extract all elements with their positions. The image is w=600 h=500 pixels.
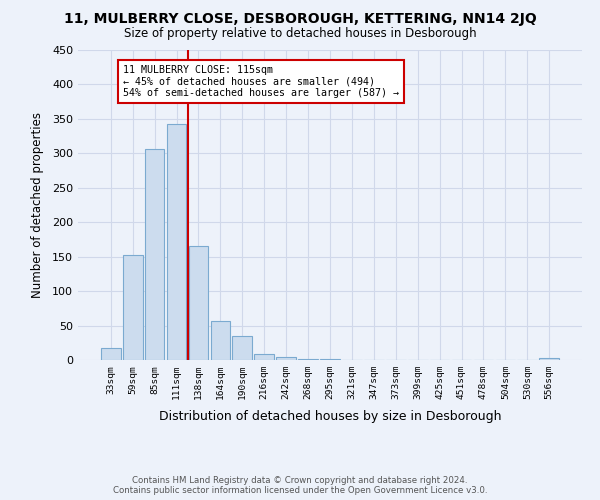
Text: 11 MULBERRY CLOSE: 115sqm
← 45% of detached houses are smaller (494)
54% of semi: 11 MULBERRY CLOSE: 115sqm ← 45% of detac…: [123, 65, 399, 98]
Bar: [298, 358, 318, 360]
Bar: [167, 124, 187, 360]
Bar: [254, 354, 274, 360]
Bar: [188, 246, 208, 360]
Bar: [276, 357, 296, 360]
Text: 11, MULBERRY CLOSE, DESBOROUGH, KETTERING, NN14 2JQ: 11, MULBERRY CLOSE, DESBOROUGH, KETTERIN…: [64, 12, 536, 26]
Bar: [539, 358, 559, 360]
Bar: [101, 348, 121, 360]
Text: Size of property relative to detached houses in Desborough: Size of property relative to detached ho…: [124, 28, 476, 40]
Text: Contains HM Land Registry data © Crown copyright and database right 2024.
Contai: Contains HM Land Registry data © Crown c…: [113, 476, 487, 495]
Bar: [211, 320, 230, 360]
X-axis label: Distribution of detached houses by size in Desborough: Distribution of detached houses by size …: [159, 410, 501, 424]
Bar: [123, 256, 143, 360]
Bar: [145, 148, 164, 360]
Y-axis label: Number of detached properties: Number of detached properties: [31, 112, 44, 298]
Bar: [232, 336, 252, 360]
